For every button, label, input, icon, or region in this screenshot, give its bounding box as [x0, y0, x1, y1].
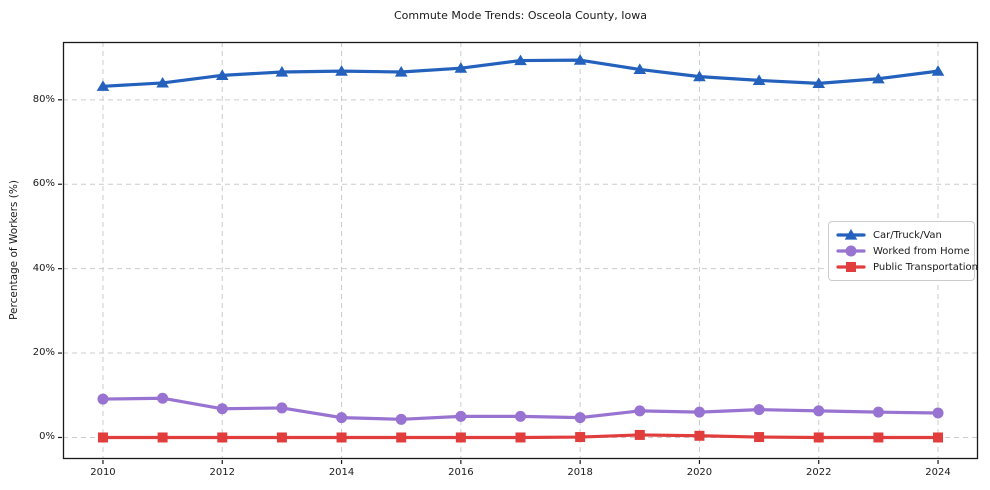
triangle-marker — [812, 77, 826, 88]
circle-marker — [157, 392, 169, 404]
y-tick-label: 20% — [32, 347, 55, 359]
y-tick-label: 0% — [39, 431, 55, 443]
triangle-marker — [96, 80, 110, 91]
legend-label: Worked from Home — [873, 245, 970, 257]
triangle-marker — [573, 54, 587, 65]
square-marker — [515, 432, 526, 443]
plot-border — [62, 41, 979, 460]
x-tick-label: 2012 — [209, 467, 235, 478]
triangle-legend-marker-icon — [836, 229, 866, 240]
square-marker — [336, 432, 347, 443]
triangle-marker — [931, 65, 945, 76]
x-tick-label: 2024 — [925, 467, 951, 478]
chart-plot-area — [58, 41, 979, 464]
triangle-marker — [215, 69, 229, 80]
x-tick-label: 2016 — [448, 467, 474, 478]
circle-marker — [216, 403, 228, 415]
x-tick-label: 2022 — [806, 467, 832, 478]
square-marker — [694, 430, 705, 441]
y-axis-label: Percentage of Workers (%) — [8, 180, 20, 320]
triangle-marker — [693, 70, 706, 82]
x-tick-label: 2014 — [328, 467, 355, 478]
circle-legend-marker-icon — [836, 245, 866, 257]
square-marker — [634, 429, 645, 440]
triangle-marker — [394, 65, 408, 77]
legend: Car/Truck/Van Worked from Home Public Tran… — [828, 221, 978, 281]
legend-item-worked-from-home: Worked from Home — [836, 243, 970, 259]
circle-marker — [634, 405, 646, 417]
x-tick-label: 2020 — [686, 467, 713, 478]
circle-marker — [693, 406, 705, 418]
square-marker — [933, 432, 944, 443]
circle-marker — [932, 407, 944, 419]
circle-marker — [872, 406, 884, 418]
circle-marker — [753, 404, 765, 416]
square-marker — [813, 432, 824, 443]
circle-marker — [395, 413, 407, 425]
square-marker — [157, 432, 168, 443]
circle-marker — [574, 412, 586, 424]
square-marker — [754, 432, 765, 443]
legend-label: Car/Truck/Van — [873, 229, 942, 241]
square-marker — [396, 432, 407, 443]
square-marker — [873, 432, 884, 443]
circle-marker — [276, 402, 288, 414]
legend-label: Public Transportation — [873, 261, 978, 273]
y-tick-label: 60% — [32, 178, 55, 190]
circle-marker — [97, 393, 109, 405]
triangle-marker — [454, 62, 468, 73]
square-legend-marker-icon — [836, 262, 866, 272]
triangle-marker — [335, 65, 348, 76]
circle-marker — [336, 412, 348, 424]
x-tick-label: 2018 — [567, 467, 593, 478]
x-tick-label: 2010 — [90, 467, 116, 478]
triangle-marker — [752, 74, 766, 86]
square-marker — [276, 432, 287, 443]
legend-item-car-truck-van: Car/Truck/Van — [836, 227, 966, 243]
square-marker — [575, 432, 586, 443]
legend-item-public-transportation: Public Transportation — [836, 259, 978, 275]
triangle-marker — [275, 65, 289, 77]
square-marker — [97, 432, 108, 443]
circle-marker — [813, 405, 825, 417]
y-tick-label: 80% — [32, 93, 55, 105]
circle-marker — [515, 410, 526, 422]
chart-title: Commute Mode Trends: Osceola County, Iow… — [393, 9, 647, 22]
circle-marker — [455, 410, 467, 422]
square-marker — [455, 432, 466, 443]
triangle-marker — [156, 76, 169, 88]
triangle-marker — [514, 54, 527, 66]
triangle-marker — [872, 72, 885, 84]
chart-canvas — [58, 41, 979, 464]
y-tick-label: 40% — [32, 262, 55, 274]
square-marker — [217, 432, 228, 443]
triangle-marker — [633, 63, 647, 75]
